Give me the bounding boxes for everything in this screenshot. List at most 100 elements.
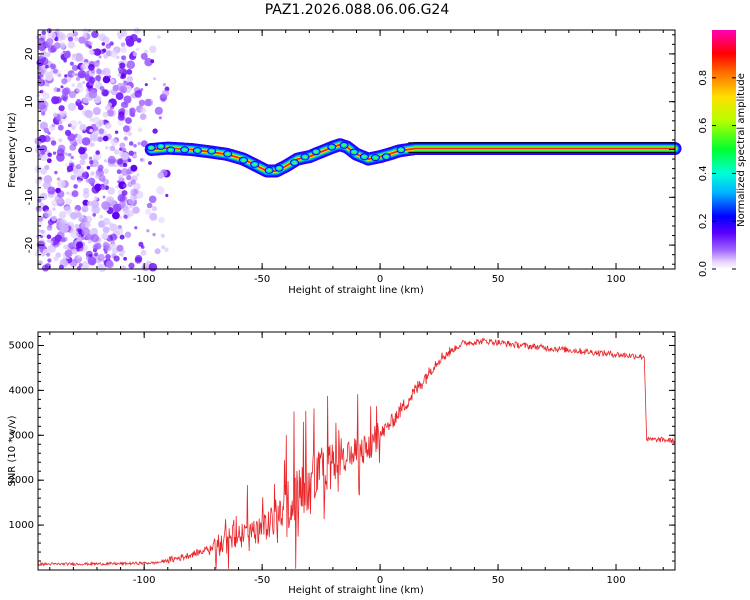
noise-point — [69, 120, 78, 129]
spectrogram-y-axis-label: Frequency (Hz) — [7, 112, 18, 188]
noise-point — [101, 88, 109, 97]
noise-point — [121, 250, 126, 254]
noise-point — [134, 226, 138, 230]
noise-point — [88, 63, 95, 71]
noise-point — [102, 195, 106, 199]
noise-point — [76, 98, 81, 104]
noise-point — [125, 117, 132, 124]
noise-point — [128, 150, 134, 156]
noise-point — [86, 165, 91, 170]
noise-point — [122, 205, 130, 214]
noise-point — [85, 178, 91, 183]
track-blob-core — [292, 161, 297, 165]
y-tick-label: 20 — [24, 48, 35, 61]
noise-point — [57, 124, 64, 131]
noise-point — [98, 33, 107, 42]
noise-point — [89, 164, 93, 167]
noise-point — [41, 30, 46, 35]
noise-point — [70, 155, 74, 160]
y-tick-label: 0 — [24, 146, 35, 152]
track-blob-core — [241, 158, 246, 162]
noise-point — [146, 229, 150, 233]
noise-point — [117, 114, 125, 121]
noise-point — [105, 146, 109, 150]
y-tick-label: 5000 — [9, 340, 34, 351]
noise-point — [130, 188, 138, 196]
noise-point — [165, 193, 169, 198]
noise-point — [129, 107, 136, 115]
noise-point — [81, 261, 90, 270]
noise-point — [128, 141, 134, 146]
noise-point — [145, 208, 152, 215]
noise-point — [66, 165, 74, 172]
noise-point — [123, 80, 129, 86]
noise-point — [77, 55, 84, 62]
noise-point — [66, 191, 70, 195]
noise-point — [70, 230, 79, 239]
colorbar-tick-label: 0.4 — [698, 165, 709, 181]
noise-point — [162, 83, 166, 87]
x-tick-label: -50 — [254, 575, 270, 586]
track-blob-core — [352, 150, 357, 154]
noise-point — [126, 69, 133, 75]
colorbar-ticks: 0.0 0.2 0.4 0.6 0.8 — [698, 70, 736, 277]
noise-point — [103, 168, 109, 174]
noise-point — [46, 239, 51, 243]
colorbar-label: Normalized spectral amplitude — [736, 73, 747, 227]
noise-point — [52, 112, 58, 118]
noise-point — [120, 168, 129, 176]
noise-point — [107, 187, 115, 195]
noise-point — [39, 152, 49, 162]
noise-point — [127, 131, 132, 136]
noise-point — [69, 144, 77, 151]
noise-point — [71, 64, 79, 71]
y-tick-label: 1000 — [9, 520, 34, 531]
noise-point — [146, 202, 153, 209]
track-blob-core — [182, 148, 187, 152]
noise-point — [56, 115, 62, 121]
noise-point — [57, 73, 62, 78]
noise-point — [117, 73, 122, 77]
noise-point — [94, 130, 100, 136]
noise-point — [57, 190, 65, 198]
noise-point — [82, 28, 89, 34]
noise-point — [136, 37, 142, 43]
noise-point — [82, 80, 86, 84]
noise-point — [115, 185, 119, 189]
noise-point — [47, 186, 56, 195]
noise-point — [40, 235, 44, 239]
noise-point — [71, 72, 77, 77]
noise-point — [53, 42, 61, 49]
noise-point — [74, 209, 79, 214]
noise-point — [119, 234, 125, 240]
noise-point — [119, 85, 128, 94]
noise-point — [81, 172, 87, 178]
noise-point — [45, 52, 51, 58]
noise-point — [112, 203, 122, 213]
noise-point — [102, 135, 109, 142]
noise-point — [140, 157, 146, 163]
noise-point — [107, 155, 116, 164]
noise-point — [39, 192, 48, 201]
x-tick-label: 0 — [377, 575, 383, 586]
noise-point — [115, 92, 124, 100]
noise-point — [144, 83, 148, 87]
noise-point — [45, 64, 49, 69]
noise-point — [70, 212, 78, 220]
noise-point — [154, 106, 163, 115]
noise-point — [140, 107, 147, 114]
noise-point — [156, 186, 165, 195]
noise-point — [140, 245, 145, 249]
noise-point — [49, 240, 54, 245]
noise-point — [92, 107, 101, 115]
noise-point — [127, 210, 135, 217]
noise-point — [133, 182, 141, 191]
track-blob-core — [158, 145, 163, 148]
noise-point — [37, 69, 45, 77]
noise-point — [110, 243, 117, 251]
noise-point — [93, 95, 102, 104]
noise-point — [113, 255, 120, 262]
track-blob-core — [168, 148, 173, 152]
noise-point — [114, 130, 119, 134]
noise-point — [51, 199, 59, 207]
